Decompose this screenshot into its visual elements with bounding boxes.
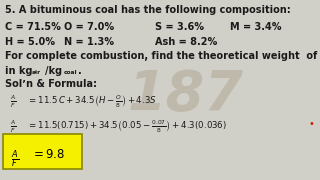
Text: Solʼn & Formula:: Solʼn & Formula: (5, 79, 97, 89)
Text: 187: 187 (128, 68, 244, 122)
Text: /kg: /kg (45, 66, 63, 76)
Text: 5. A bituminous coal has the following composition:: 5. A bituminous coal has the following c… (5, 5, 291, 15)
Text: air: air (32, 70, 41, 75)
Text: H = 5.0%: H = 5.0% (5, 37, 55, 47)
Text: $= 11.5(0.715) + 34.5\left(0.05 - \frac{0.07}{8}\right) + 4.3(0.036)$: $= 11.5(0.715) + 34.5\left(0.05 - \frac{… (27, 119, 227, 135)
Text: in kg: in kg (5, 66, 32, 76)
Text: For complete combustion, find the theoretical weight  of  air: For complete combustion, find the theore… (5, 51, 320, 61)
Text: O = 7.0%: O = 7.0% (64, 22, 114, 33)
Text: $= 9.8$: $= 9.8$ (31, 148, 65, 161)
Text: Ash = 8.2%: Ash = 8.2% (155, 37, 218, 47)
FancyBboxPatch shape (3, 134, 82, 169)
Text: •: • (309, 119, 315, 129)
Text: C = 71.5%: C = 71.5% (5, 22, 61, 33)
Text: $\frac{A}{F}$: $\frac{A}{F}$ (10, 94, 16, 110)
Text: N = 1.3%: N = 1.3% (64, 37, 114, 47)
Text: .: . (78, 66, 82, 76)
Text: coal: coal (63, 70, 77, 75)
Text: M = 3.4%: M = 3.4% (230, 22, 282, 33)
Text: S = 3.6%: S = 3.6% (155, 22, 204, 33)
Text: $= 11.5\,C + 34.5\left(H - \frac{O}{8}\right) + 4.3S$: $= 11.5\,C + 34.5\left(H - \frac{O}{8}\r… (27, 94, 157, 110)
Text: $\frac{A}{F}$: $\frac{A}{F}$ (10, 119, 16, 135)
Text: $\frac{A}{F}$: $\frac{A}{F}$ (11, 148, 19, 170)
